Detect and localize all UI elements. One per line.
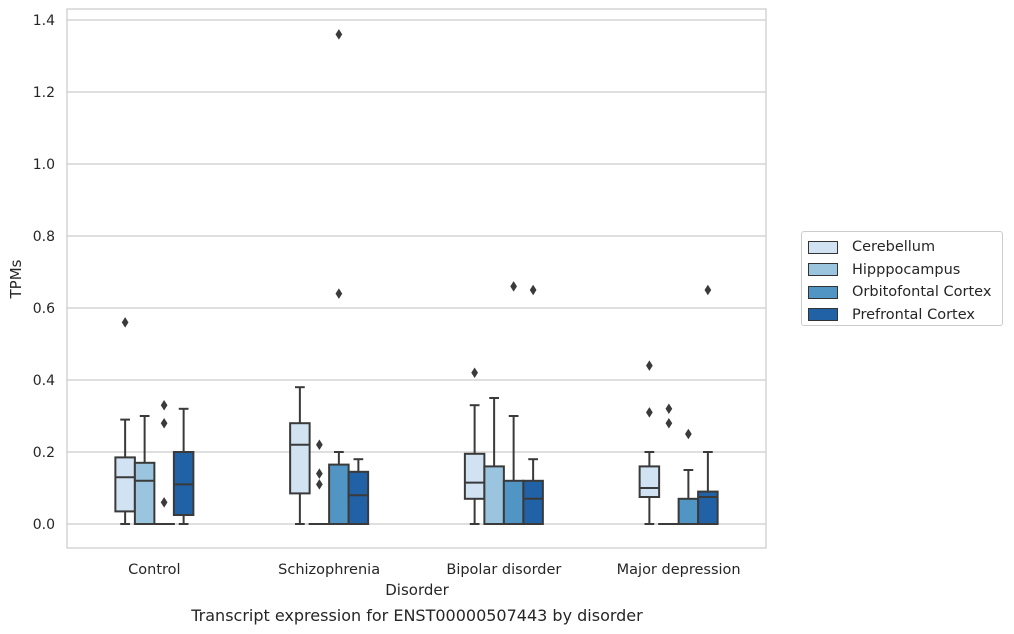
y-tick-label: 1.4 <box>33 13 55 29</box>
box-body <box>502 479 525 525</box>
box-body <box>483 465 505 525</box>
outlier-point <box>665 403 673 415</box>
y-tick-label: 1.0 <box>33 157 55 173</box>
legend-swatch <box>808 285 838 299</box>
legend-swatch <box>808 263 838 277</box>
outlier-point <box>316 479 323 490</box>
legend-label: Orbitofontal Cortex <box>852 284 992 301</box>
outlier-point <box>160 417 168 429</box>
outlier-point <box>685 428 692 440</box>
y-tick-label: 0.6 <box>33 301 55 317</box>
box-body <box>697 490 719 526</box>
outlier-point <box>646 407 653 418</box>
y-tick-label: 0.0 <box>33 517 55 533</box>
outlier-point <box>121 317 129 328</box>
box-cerebellum <box>638 360 661 525</box>
y-tick-labels: 0.0 0.2 0.4 0.6 0.8 1.0 1.2 1.4 <box>33 13 55 533</box>
y-tick-label: 1.2 <box>33 85 55 101</box>
box-orbitofontal-cortex <box>502 281 525 525</box>
box-hipppocampus <box>133 415 156 525</box>
box-body <box>114 456 136 513</box>
box-body <box>522 479 544 525</box>
outlier-point <box>646 360 653 371</box>
legend-item: Prefrontal Cortex <box>808 304 1002 327</box>
outlier-point <box>704 284 712 296</box>
outlier-point <box>335 288 343 299</box>
outlier-point <box>316 468 323 479</box>
legend-swatch <box>808 240 838 254</box>
box-prefrontal-cortex <box>172 407 195 525</box>
outlier-point <box>335 29 343 40</box>
outlier-point <box>160 399 168 411</box>
x-tick-labels: Control Schizophrenia Bipolar disorder Majo… <box>128 562 740 578</box>
box-body <box>463 452 486 500</box>
box-prefrontal-cortex <box>522 284 544 525</box>
box-prefrontal-cortex <box>347 458 370 525</box>
outlier-point <box>665 417 673 429</box>
legend: Cerebellum Hipppocampus Orbitofontal Corte… <box>801 231 1003 326</box>
box-orbitofontal-cortex <box>677 428 700 525</box>
box-cerebellum <box>463 367 486 525</box>
box-body <box>677 497 700 525</box>
y-tick-label: 0.2 <box>33 445 55 461</box>
legend-label: Cerebellum <box>852 239 936 256</box>
y-tick-label: 0.4 <box>33 373 55 389</box>
box-body <box>289 422 311 495</box>
legend-label: Prefrontal Cortex <box>852 306 975 323</box>
box-cerebellum <box>114 317 136 525</box>
x-tick-label: Schizophrenia <box>278 562 380 578</box>
grid-lines <box>67 19 766 525</box>
legend-item: Orbitofontal Cortex <box>808 281 1002 304</box>
outlier-point <box>160 497 168 508</box>
y-tick-label: 0.8 <box>33 229 55 245</box>
outlier-point <box>529 284 537 296</box>
box-series <box>114 29 719 526</box>
box-orbitofontal-cortex <box>328 29 350 526</box>
box-orbitofontal-cortex <box>153 399 175 526</box>
outlier-point <box>316 439 323 451</box>
box-body <box>638 465 661 498</box>
box-body <box>328 463 350 526</box>
y-axis-label: TPMs <box>7 259 25 299</box>
legend-item: Cerebellum <box>808 236 1002 259</box>
box-hipppocampus <box>483 397 505 525</box>
box-hipppocampus <box>658 403 680 526</box>
x-axis-label: Disorder <box>385 581 449 599</box>
legend-swatch <box>808 308 838 322</box>
outlier-point <box>471 367 478 379</box>
x-tick-label: Major depression <box>617 562 741 578</box>
outlier-point <box>510 281 517 292</box>
x-tick-label: Control <box>128 562 180 578</box>
box-body <box>347 470 370 525</box>
legend-item: Hipppocampus <box>808 259 1002 282</box>
box-body <box>133 461 156 525</box>
box-prefrontal-cortex <box>697 284 719 526</box>
box-hipppocampus <box>308 439 331 526</box>
legend-label: Hipppocampus <box>852 261 961 278</box>
chart-caption: Transcript expression for ENST0000050744… <box>191 606 643 625</box>
plot-frame <box>66 8 767 549</box>
x-tick-label: Bipolar disorder <box>446 562 561 578</box>
box-cerebellum <box>289 386 311 525</box>
